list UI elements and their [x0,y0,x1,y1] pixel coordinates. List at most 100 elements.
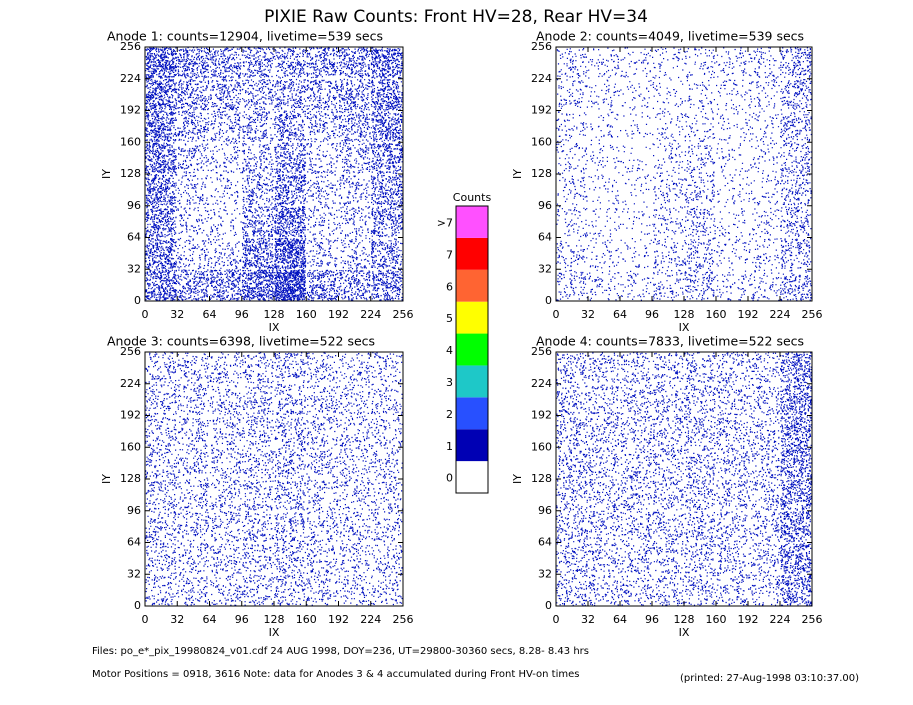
count-pixels [716,479,748,511]
count-pixels [684,352,716,384]
count-pixels [177,574,209,606]
count-pixels [145,269,178,301]
count-pixels [370,110,403,143]
count-pixels [684,174,715,204]
y-tick-label: 96 [127,199,141,212]
colorbar-title: Counts [453,191,492,204]
colorbar-label: 2 [446,408,453,421]
x-tick-label: 64 [613,613,627,626]
x-axis-label: IX [679,321,690,334]
x-tick-label: 0 [142,613,149,626]
count-pixels [748,142,780,174]
count-pixels [748,415,780,448]
count-pixels [588,447,620,479]
count-pixels [177,237,210,270]
colorbar-box [456,269,488,302]
count-pixels [588,384,620,416]
count-pixels [306,205,339,237]
count-pixels [684,143,716,174]
count-pixels [780,352,812,384]
count-pixels [590,143,620,174]
count-pixels [556,111,588,143]
colorbar-label: 4 [446,344,453,357]
count-pixels [620,447,652,479]
x-tick-label: 192 [738,613,759,626]
footer-files: Files: po_e*_pix_19980824_v01.cdf 24 AUG… [92,646,589,657]
x-tick-label: 64 [613,308,627,321]
count-pixels [210,206,242,238]
count-pixels [145,78,178,111]
count-pixels [684,511,716,543]
panel-title: Anode 3: counts=6398, livetime=522 secs [107,334,375,349]
count-pixels [780,447,812,479]
count-pixels [588,574,620,606]
count-pixels [274,78,307,111]
colorbar-box [456,206,488,238]
count-pixels [145,205,178,238]
y-tick-label: 0 [545,599,552,612]
y-tick-label: 96 [538,504,552,517]
count-pixels [652,447,684,479]
count-pixels [306,352,338,384]
count-pixels [242,479,274,511]
count-pixels [652,206,684,238]
colorbar-label: >7 [437,217,453,230]
count-pixels [684,542,716,575]
colorbar-label: 3 [446,376,453,389]
count-pixels [684,110,716,142]
count-pixels [556,206,588,238]
x-tick-label: 64 [203,308,217,321]
count-pixels [209,447,242,479]
count-pixels [556,353,587,384]
count-pixels [556,174,588,206]
count-pixels [620,574,652,606]
count-pixels [145,110,178,143]
count-pixels [241,510,274,542]
y-tick-label: 224 [120,377,141,390]
count-pixels [338,510,371,543]
colorbar-box [456,237,488,270]
count-pixels [209,543,242,574]
count-pixels [780,110,812,143]
count-pixels [177,143,209,174]
panel-title: Anode 1: counts=12904, livetime=539 secs [107,29,383,44]
count-pixels [209,384,242,416]
count-pixels [242,447,274,479]
count-pixels [306,479,339,511]
count-pixels [241,269,274,301]
count-pixels [748,447,780,479]
y-tick-label: 96 [538,199,552,212]
colorbar-box [456,365,488,398]
x-tick-label: 256 [393,308,414,321]
y-tick-label: 64 [127,536,141,549]
count-pixels [145,142,177,174]
count-pixels [717,542,746,574]
count-pixels [306,110,339,143]
y-tick-label: 256 [120,40,141,53]
count-pixels [370,174,403,206]
x-tick-label: 96 [235,613,249,626]
footer-printed: (printed: 27-Aug-1998 03:10:37.00) [680,673,859,684]
panel-title: Anode 4: counts=7833, livetime=522 secs [536,334,804,349]
count-pixels [780,206,812,237]
colorbar-box [456,301,488,334]
x-tick-label: 128 [264,308,285,321]
count-pixels [684,47,716,79]
y-tick-label: 160 [531,135,552,148]
x-tick-label: 96 [645,613,659,626]
x-tick-label: 256 [802,613,823,626]
count-pixels [145,447,178,479]
count-pixels [370,574,403,606]
y-tick-label: 256 [120,345,141,358]
count-pixels [370,415,403,447]
x-axis-label: IX [269,626,280,639]
x-tick-label: 96 [235,308,249,321]
count-pixels [652,479,684,511]
count-pixels [274,142,307,174]
colorbar-label: 6 [446,280,453,293]
count-pixels [780,142,812,174]
count-pixels [748,79,780,110]
count-pixels [242,206,274,238]
count-pixels [274,237,307,270]
